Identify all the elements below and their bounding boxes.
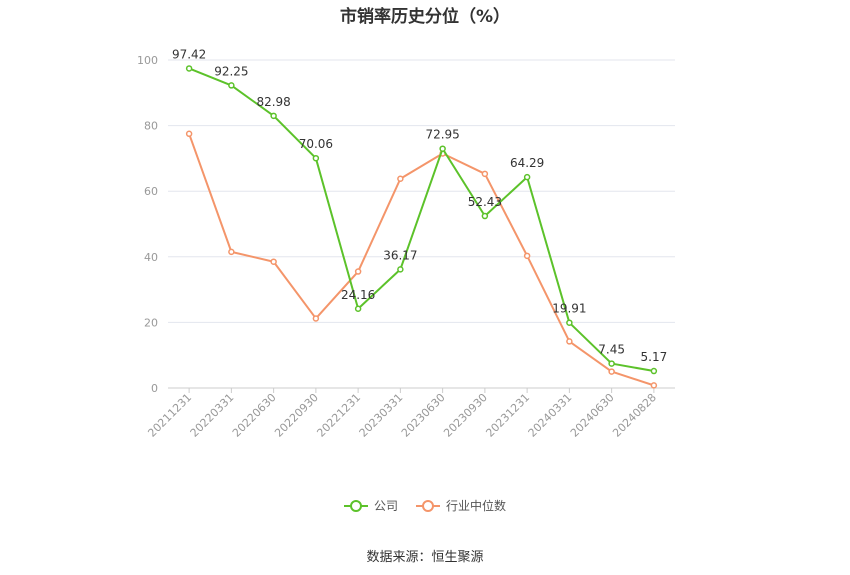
y-tick-label-40: 40 [144, 251, 158, 264]
y-tick-label-20: 20 [144, 316, 158, 329]
series-line-company [188, 67, 655, 373]
x-tick-label-20220630: 20220630 [230, 391, 279, 440]
data-label-company-20231231: 64.29 [510, 156, 544, 170]
x-tick-label-20240630: 20240630 [568, 391, 617, 440]
data-point-industry-median-20220930 [312, 315, 320, 322]
data-label-company-20230331: 36.17 [383, 248, 417, 262]
data-point-company-20240828 [650, 367, 658, 375]
legend-industry-marker-icon [416, 499, 440, 513]
data-point-industry-median-20230331 [397, 175, 404, 182]
data-point-company-20211231 [185, 65, 193, 72]
legend-item-company[interactable]: 公司 [343, 497, 398, 514]
series-line-industry-median [188, 133, 655, 387]
data-label-company-20220331: 92.25 [214, 64, 248, 78]
data-label-company-20240331: 19.91 [552, 302, 586, 316]
y-tick-label-0: 0 [151, 382, 158, 395]
data-label-company-20240630: 7.45 [598, 343, 625, 357]
data-point-industry-median-20220630 [270, 258, 277, 265]
data-label-company-20230930: 52.43 [468, 195, 502, 209]
grid-layer [168, 59, 675, 323]
data-point-industry-median-20240828 [650, 382, 658, 389]
data-point-company-20220630 [270, 112, 277, 120]
y-tick-label-100: 100 [137, 54, 158, 67]
data-point-company-20240331 [566, 319, 573, 326]
data-point-industry-median-20221231 [354, 268, 362, 275]
legend-item-industry-median[interactable]: 行业中位数 [416, 497, 506, 514]
data-label-company-20220630: 82.98 [256, 95, 290, 109]
x-tick-label-20240331: 20240331 [526, 391, 575, 440]
x-tick-label-20230331: 20230331 [357, 391, 406, 440]
data-point-industry-median-20230930 [481, 170, 489, 178]
data-label-company-20240828: 5.17 [641, 350, 668, 364]
data-point-company-20220930 [312, 154, 320, 162]
series-layer [185, 65, 658, 389]
data-label-layer: 97.42 92.25 82.98 70.06 24.16 36.17 72.95 52.43… [172, 47, 667, 364]
legend: 公司 行业中位数 [0, 497, 850, 514]
legend-company-label: 公司 [373, 499, 398, 513]
chart-title: 市销率历史分位（%） [339, 7, 511, 27]
data-point-company-20230930 [481, 212, 489, 220]
x-tick-label-20220331: 20220331 [188, 391, 237, 440]
x-tick-label-20230930: 20230930 [441, 391, 490, 440]
data-label-company-20230630: 72.95 [425, 128, 459, 142]
x-tick-label-20220930: 20220930 [272, 391, 321, 440]
x-tick-label-20221231: 20221231 [314, 391, 363, 440]
y-tick-label-80: 80 [144, 120, 158, 133]
data-label-company-20220930: 70.06 [299, 137, 333, 151]
x-tick-label-20240828: 20240828 [610, 391, 659, 440]
data-point-company-20231231 [523, 173, 531, 181]
data-point-company-20221231 [354, 305, 362, 313]
legend-company-marker-icon [343, 499, 368, 513]
data-point-industry-median-20220331 [228, 248, 235, 256]
data-point-company-20220331 [228, 82, 235, 89]
x-tick-label-20231231: 20231231 [483, 391, 532, 440]
legend-industry-median-label: 行业中位数 [446, 499, 507, 513]
data-source-note: 数据来源：恒生聚源 [366, 550, 484, 565]
data-label-company-20211231: 97.42 [172, 47, 206, 61]
data-point-company-20230630 [439, 145, 446, 152]
data-point-industry-median-20211231 [185, 130, 193, 138]
x-tick-label-20211231: 20211231 [145, 391, 194, 440]
x-tick-label-20230630: 20230630 [399, 391, 448, 440]
data-point-industry-median-20231231 [523, 252, 531, 260]
data-label-company-20221231: 24.16 [341, 288, 375, 302]
axis-layer: 0204060801002021123120220331202206302022… [137, 54, 675, 440]
y-tick-label-60: 60 [144, 185, 158, 198]
data-point-industry-median-20240331 [566, 338, 573, 345]
data-point-company-20240630 [608, 360, 615, 367]
data-point-company-20230331 [397, 266, 404, 273]
data-point-industry-median-20240630 [608, 368, 615, 375]
